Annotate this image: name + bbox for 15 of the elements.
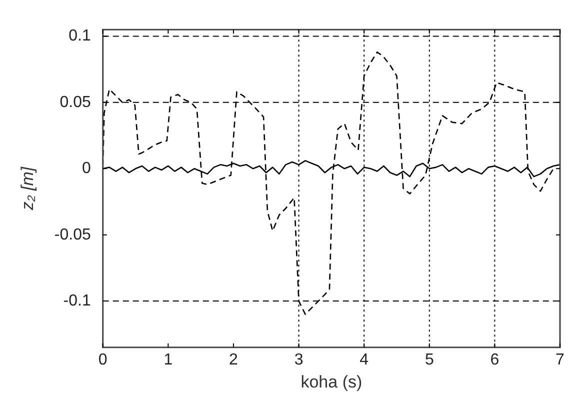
y-tick-label: -0.1: [63, 292, 91, 310]
x-tick-label: 4: [360, 351, 369, 368]
y-axis-title: z₂ [m]: [18, 166, 37, 212]
x-tick-label: 0: [98, 351, 108, 368]
x-tick-label: 5: [424, 351, 434, 368]
y-tick-label: -0.05: [54, 226, 91, 244]
x-tick-label: 7: [556, 351, 565, 368]
y-tick-label: 0.1: [68, 28, 91, 45]
y-tick-label: 0: [82, 160, 91, 178]
x-tick-label: 1: [164, 351, 173, 368]
x-tick-label: 2: [229, 351, 238, 368]
x-tick-label: 6: [490, 351, 500, 368]
x-axis-title: koha (s): [300, 372, 362, 392]
x-tick-label: 3: [294, 351, 304, 368]
y-tick-label: 0.05: [60, 94, 91, 111]
